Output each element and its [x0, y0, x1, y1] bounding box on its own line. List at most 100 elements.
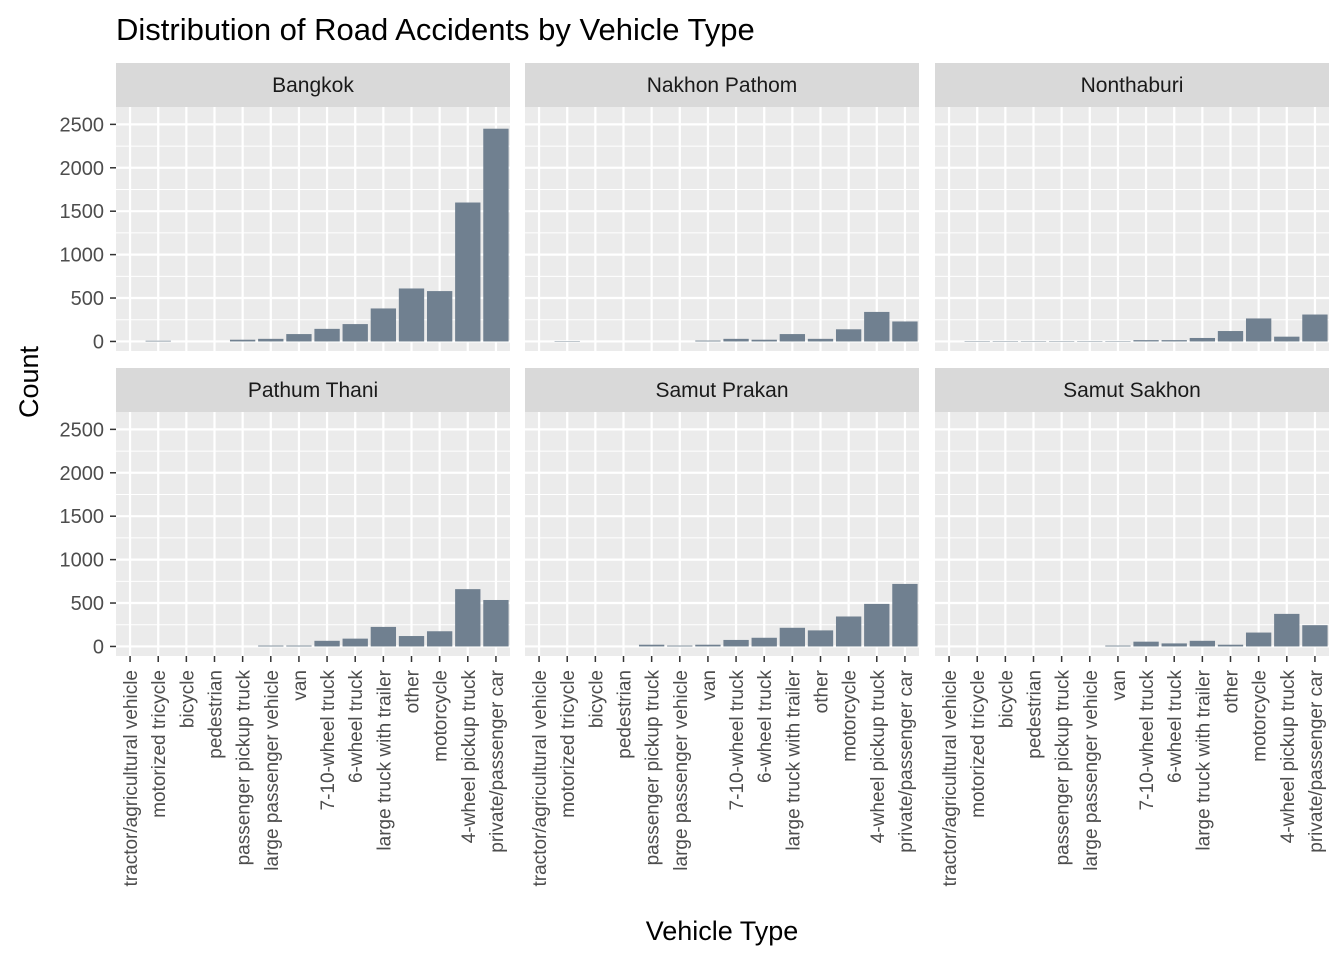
x-tick-label: 6-wheel truck [1165, 670, 1186, 783]
bar [314, 641, 339, 647]
bar [371, 627, 396, 647]
bar [1302, 625, 1327, 646]
y-tick-label: 1500 [60, 506, 105, 528]
bar [1162, 340, 1187, 341]
bar [1246, 318, 1271, 341]
x-tick-label: pedestrian [206, 670, 227, 759]
x-tick-label: motorized tricycle [149, 670, 170, 818]
bar [1302, 315, 1327, 342]
x-tick-label: 7-10-wheel truck [727, 670, 748, 811]
bar [752, 340, 777, 342]
bar [455, 589, 480, 646]
chart-title: Distribution of Road Accidents by Vehicl… [116, 12, 755, 47]
bar [343, 639, 368, 647]
x-tick-label: 4-wheel pickup truck [459, 670, 480, 844]
bar [836, 616, 861, 646]
bar [314, 329, 339, 342]
bar [780, 334, 805, 341]
bar [371, 308, 396, 341]
x-tick-label: van [290, 670, 311, 701]
y-tick-label: 1000 [60, 550, 105, 572]
bar [455, 203, 480, 342]
x-tick-label: pedestrian [1025, 670, 1046, 759]
bar [1190, 641, 1215, 647]
panel-samut-sakhon: Samut Sakhon tractor/agricultural vehicle… [935, 368, 1329, 886]
x-tick-label: motorcycle [431, 670, 452, 762]
bar [695, 645, 720, 647]
bar [695, 341, 720, 342]
panel-bangkok: Bangkok 0 500 1000 1500 2000 2500 [60, 63, 511, 353]
bar [723, 640, 748, 647]
facet-strip-label: Nonthaburi [1081, 74, 1184, 97]
y-tick-label: 1500 [60, 201, 105, 223]
facet-strip-label: Bangkok [272, 74, 354, 97]
x-tick-label: large passenger vehicle [671, 670, 692, 871]
bar [1218, 331, 1243, 341]
bar [258, 646, 283, 647]
bar [808, 339, 833, 342]
x-tick-label: tractor/agricultural vehicle [940, 670, 961, 886]
y-tick-label: 0 [93, 636, 104, 658]
bar [399, 288, 424, 341]
x-tick-label: van [1109, 670, 1130, 701]
bar [864, 312, 889, 342]
x-tick-label: 4-wheel pickup truck [1278, 670, 1299, 844]
bar [639, 645, 664, 647]
bar [1274, 337, 1299, 342]
panel-background [116, 412, 510, 656]
panel-background [935, 412, 1329, 656]
x-tick-label: motorized tricycle [558, 670, 579, 818]
bar [836, 329, 861, 341]
x-tick-label: bicycle [177, 670, 198, 728]
facet-strip-label: Samut Sakhon [1063, 379, 1201, 402]
x-tick-label: motorized tricycle [968, 670, 989, 818]
y-tick-label: 500 [71, 593, 104, 615]
bar [892, 584, 917, 647]
facet-strip-label: Nakhon Pathom [647, 74, 798, 97]
y-tick-label: 2500 [60, 114, 105, 136]
x-tick-label: bicycle [586, 670, 607, 728]
bar [1133, 340, 1158, 341]
bar [1105, 646, 1130, 647]
bar [892, 321, 917, 341]
panel-nakhon-pathom: Nakhon Pathom [525, 63, 919, 351]
y-tick-label: 500 [71, 288, 104, 310]
x-tick-label: private/passenger car [896, 669, 917, 852]
panel-nonthaburi: Nonthaburi [935, 63, 1329, 351]
x-tick-label: passenger pickup truck [234, 670, 255, 866]
x-tick-label: other [403, 669, 424, 713]
x-tick-label: passenger pickup truck [643, 670, 664, 866]
bar [258, 339, 283, 342]
bar [427, 291, 452, 341]
x-tick-label: bicycle [996, 670, 1017, 728]
bar [780, 628, 805, 647]
bar [483, 129, 508, 342]
bar [399, 636, 424, 646]
x-tick-label: passenger pickup truck [1053, 670, 1074, 866]
x-tick-label: tractor/agricultural vehicle [530, 670, 551, 886]
bar [1190, 338, 1215, 341]
bar [286, 646, 311, 647]
facet-strip-label: Samut Prakan [655, 379, 788, 402]
x-tick-label: large truck with trailer [783, 669, 804, 850]
bar [1246, 633, 1271, 647]
x-tick-label: private/passenger car [1306, 669, 1327, 852]
bar [1218, 645, 1243, 647]
y-tick-label: 0 [93, 331, 104, 353]
bar [343, 324, 368, 341]
bar [864, 604, 889, 647]
facet-strip-label: Pathum Thani [248, 379, 378, 402]
y-tick-label: 2000 [60, 158, 105, 180]
bar [752, 638, 777, 647]
x-tick-label: large truck with trailer [1193, 669, 1214, 850]
y-tick-label: 2500 [60, 419, 105, 441]
x-tick-label: 4-wheel pickup truck [868, 670, 889, 844]
y-tick-label: 2000 [60, 463, 105, 485]
x-tick-label: other [1222, 669, 1243, 713]
bar [808, 630, 833, 646]
x-tick-label: large passenger vehicle [1081, 670, 1102, 871]
y-tick-label: 1000 [60, 245, 105, 267]
bar [667, 646, 692, 647]
